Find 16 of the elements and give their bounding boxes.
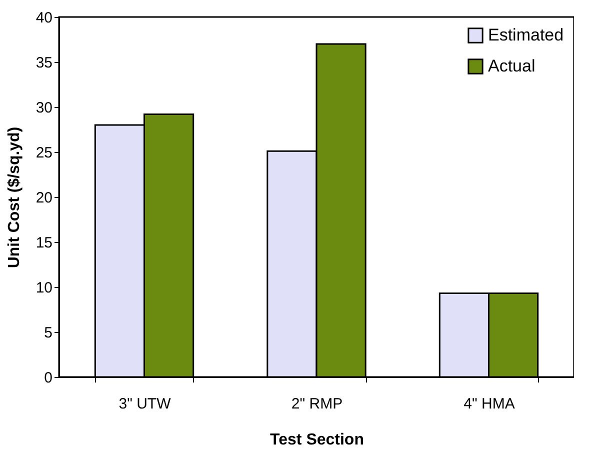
y-tick-label: 35: [36, 54, 52, 72]
y-tick-label: 20: [36, 190, 52, 206]
y-tick-label: 40: [36, 10, 52, 26]
y-tick-label: 30: [36, 100, 52, 116]
y-tick-label: 10: [36, 280, 52, 296]
x-tick-label: 2" RMP: [291, 396, 343, 412]
x-tick-label: 4" HMA: [464, 396, 515, 412]
y-tick-label: 5: [44, 324, 52, 342]
y-tick-label: 0: [44, 370, 52, 386]
legend-label: Actual: [488, 56, 536, 76]
legend-label: Estimated: [488, 26, 564, 44]
y-axis-title: Unit Cost ($/sq.yd): [6, 126, 23, 268]
x-tick-label: 3" UTW: [118, 396, 172, 412]
y-tick-label: 25: [36, 144, 52, 162]
x-axis-title: Test Section: [270, 432, 364, 448]
y-tick-label: 15: [36, 234, 52, 252]
